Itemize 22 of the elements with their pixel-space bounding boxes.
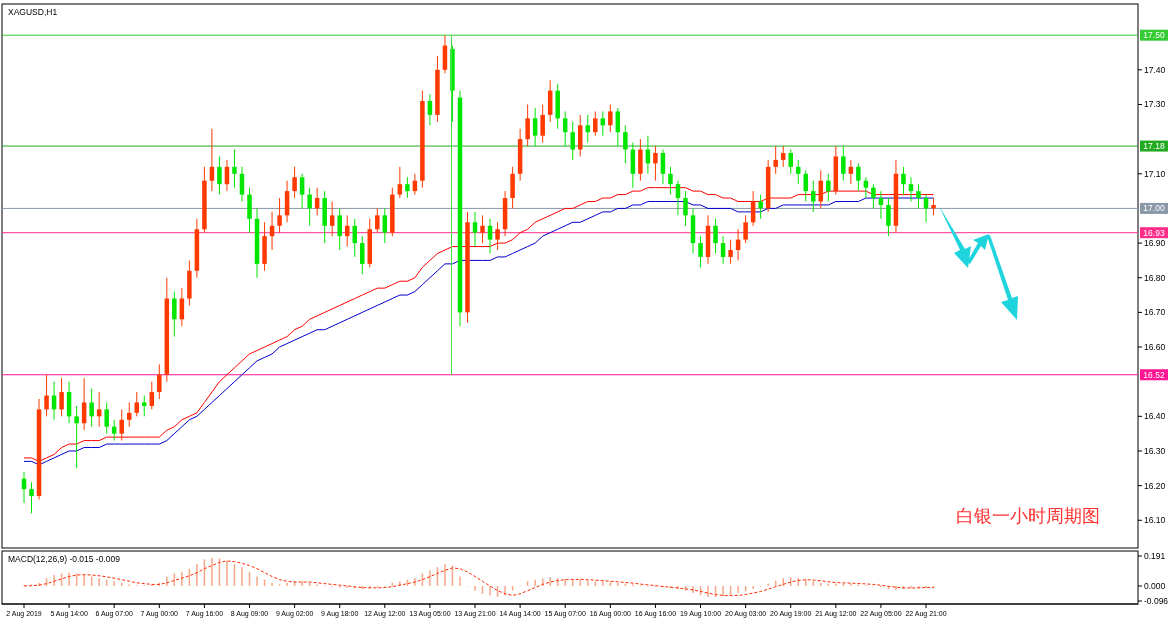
y-tick-label: 16.70 — [1144, 307, 1166, 318]
y-tick-label: 17.10 — [1144, 168, 1166, 179]
y-tick-label: 16.30 — [1144, 445, 1166, 456]
y-tick-label: 16.40 — [1144, 411, 1166, 422]
y-tick-label: 0.191 — [1144, 550, 1166, 561]
y-tick-label: 16.90 — [1144, 238, 1166, 249]
y-tick-label: 16.20 — [1144, 480, 1166, 491]
ref-line-label: 17.00 — [1143, 203, 1165, 214]
chart-title: MACD(12,26,9) -0.015 -0.009 — [8, 554, 121, 564]
text: 白银一小时周期图 — [956, 505, 1100, 526]
y-tick-label: 17.30 — [1144, 99, 1166, 110]
ref-line-label: 16.93 — [1143, 227, 1165, 238]
y-tick-label: 0.000 — [1144, 580, 1166, 591]
chart-title: XAGUSD,H1 — [8, 7, 58, 17]
y-tick-label: 16.80 — [1144, 272, 1166, 283]
y-tick-label: -0.096 — [1144, 596, 1169, 606]
y-tick-label: 16.10 — [1144, 515, 1166, 526]
ref-line-label: 16.52 — [1143, 369, 1165, 380]
y-tick-label: 17.40 — [1144, 64, 1166, 75]
ref-line-label: 17.18 — [1143, 141, 1165, 152]
y-tick-label: 16.60 — [1144, 342, 1166, 353]
ref-line-label: 17.50 — [1143, 30, 1165, 41]
